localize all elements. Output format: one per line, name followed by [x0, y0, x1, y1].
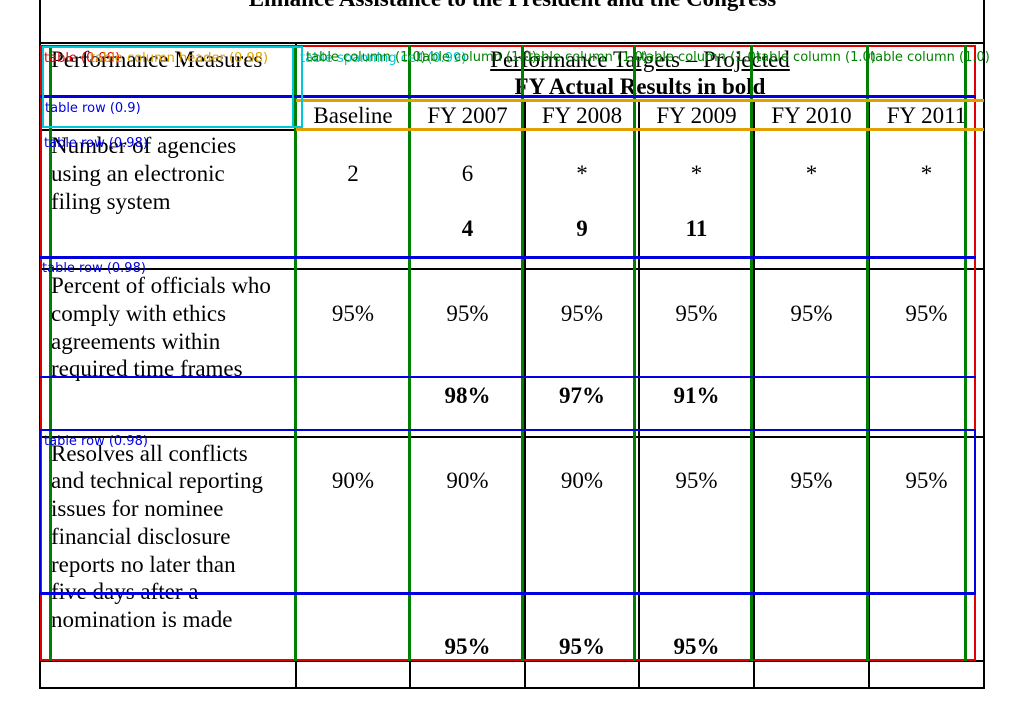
target-value: * — [805, 161, 818, 186]
measure-line: and technical reporting — [51, 468, 264, 493]
measure-line: comply with ethics — [51, 301, 227, 326]
actual-value: 9 — [576, 216, 588, 241]
header-year-2007: FY 2007 — [427, 103, 508, 128]
measure-line: issues for nominee — [51, 496, 224, 521]
target-value: 95% — [790, 468, 833, 493]
actual-value: 11 — [685, 216, 708, 241]
actual-value: 95% — [673, 634, 720, 659]
header-year-2010: FY 2010 — [771, 103, 852, 128]
overlay-label-row: table row (0.9) — [45, 101, 141, 116]
measure-line: filing system — [51, 189, 171, 214]
header-measures: Performance Measures — [51, 47, 263, 72]
measure-line: required time frames — [51, 356, 243, 381]
header-actuals: FY Actual Results in bold — [514, 74, 766, 99]
header-targets: Performance Targets – Projected — [490, 47, 790, 72]
actual-value: 91% — [673, 383, 720, 408]
target-value: 95% — [905, 301, 948, 326]
measure-line: agreements within — [51, 329, 221, 354]
measure-line: reports no later than — [51, 552, 236, 577]
actual-value: 95% — [444, 634, 491, 659]
measure-line: Number of agencies — [51, 133, 237, 158]
target-value: * — [690, 161, 703, 186]
target-value: * — [576, 161, 588, 186]
measure-line: nomination is made — [51, 607, 233, 632]
target-value: 90% — [331, 468, 375, 493]
actual-value: 98% — [444, 383, 491, 408]
header-year-2008: FY 2008 — [541, 103, 623, 128]
actual-value: 4 — [461, 216, 474, 241]
measure-line: Resolves all conflicts — [51, 441, 248, 466]
target-value: 95% — [331, 301, 375, 326]
target-value: 95% — [675, 301, 718, 326]
target-value: 95% — [675, 468, 718, 493]
target-value: 95% — [905, 468, 948, 493]
header-year-2009: FY 2009 — [656, 103, 737, 128]
measure-line: Percent of officials who — [51, 273, 271, 298]
overlay-row-edge — [40, 256, 976, 259]
target-value: * — [920, 161, 933, 186]
table-title: Enhance Assistance to the President and … — [40, 0, 985, 12]
target-value: 2 — [347, 161, 359, 186]
measure-line: five days after a — [51, 579, 199, 604]
header-year-baseline: Baseline — [313, 103, 393, 128]
target-value: 95% — [790, 301, 833, 326]
overlay-column-edge — [964, 45, 967, 661]
target-value: 90% — [446, 468, 489, 493]
measure-line: using an electronic — [51, 161, 225, 186]
overlay-column-edge — [633, 45, 636, 661]
target-value: 6 — [461, 161, 474, 186]
target-value: 95% — [446, 301, 489, 326]
actual-value: 95% — [559, 634, 605, 659]
measure-line: financial disclosure — [51, 524, 231, 549]
target-value: 90% — [560, 468, 604, 493]
actual-value: 97% — [559, 383, 605, 408]
target-value: 95% — [560, 301, 604, 326]
header-year-2011: FY 2011 — [886, 103, 967, 128]
